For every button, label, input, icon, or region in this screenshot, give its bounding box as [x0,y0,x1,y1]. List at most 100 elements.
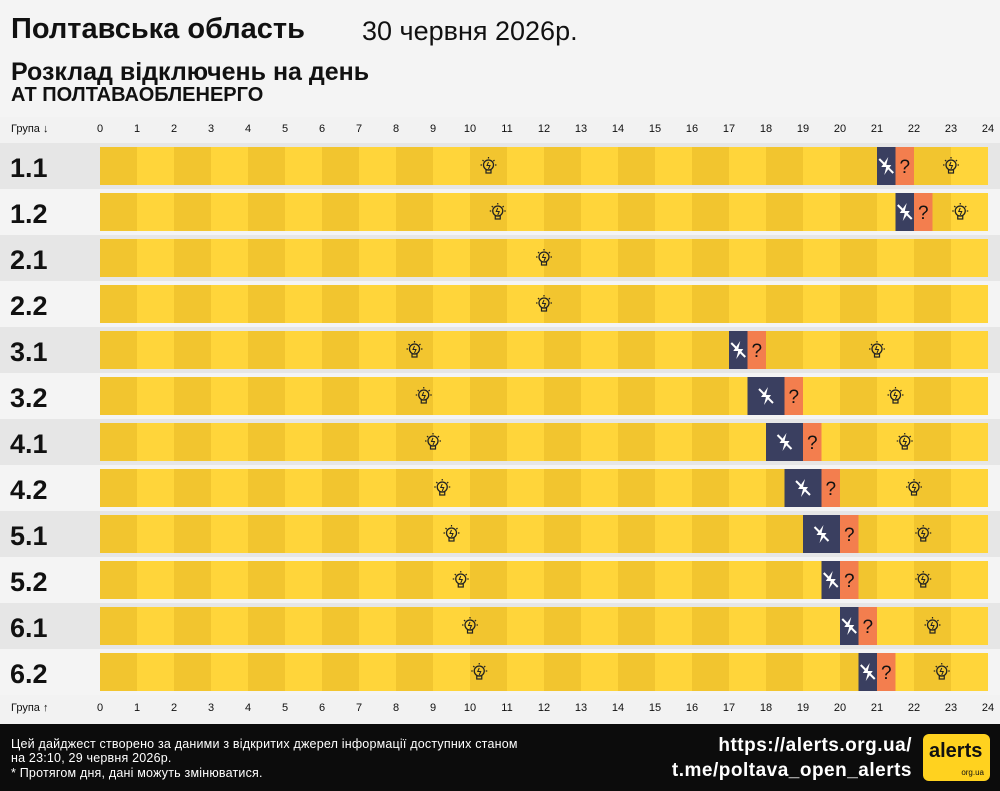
power-on-segment [914,653,951,691]
power-on-segment [359,377,396,415]
power-on-segment [729,469,766,507]
power-on-segment [211,285,248,323]
possible-outage-mark: ? [862,617,873,638]
power-on-segment [766,147,803,185]
header: Полтавська область 30 червня 2026р. Розк… [0,0,1000,117]
power-on-segment [137,607,174,645]
power-on-segment [803,377,840,415]
power-on-segment [507,377,544,415]
power-on-segment [951,239,988,277]
site-link[interactable]: https://alerts.org.ua/ [718,735,912,756]
power-on-segment [914,285,951,323]
power-on-segment [507,469,544,507]
power-on-segment [951,193,988,231]
power-on-segment [396,285,433,323]
light-bulb-icon [896,433,913,450]
power-on-segment [877,285,914,323]
power-on-segment [729,607,766,645]
possible-outage-segment [840,561,859,599]
group-row [0,327,1000,373]
hour-tick-top: 16 [686,123,698,135]
power-on-segment [692,331,729,369]
power-on-segment [322,515,359,553]
light-bulb-icon [887,387,904,404]
power-on-segment [877,561,914,599]
power-on-segment [507,193,544,231]
power-on-segment [951,423,988,461]
group-label: 1.1 [10,153,48,183]
power-on-segment [100,377,137,415]
power-on-segment [803,285,840,323]
power-on-segment [507,331,544,369]
possible-outage-segment [821,469,840,507]
power-on-segment [655,423,692,461]
power-on-segment [655,561,692,599]
power-on-segment [248,239,285,277]
group-label: 3.1 [10,337,48,367]
power-on-segment [877,423,914,461]
power-on-segment [174,423,211,461]
power-on-segment [322,147,359,185]
power-on-segment [655,285,692,323]
power-on-segment [248,285,285,323]
hour-tick-bottom: 16 [686,702,698,714]
power-on-segment [766,239,803,277]
power-on-segment [692,285,729,323]
power-on-segment [322,653,359,691]
power-on-segment [359,285,396,323]
hour-tick-top: 11 [501,123,512,135]
hour-tick-top: 12 [538,123,550,135]
power-on-segment [359,239,396,277]
power-off-icon [823,571,839,589]
power-on-segment [655,147,692,185]
power-on-segment [581,423,618,461]
disclaimer-note: * Протягом дня, дані можуть змінюватися. [11,766,263,780]
power-on-segment [322,469,359,507]
group-label: 3.2 [10,383,48,413]
power-off-icon [878,157,894,175]
power-on-segment [470,377,507,415]
power-on-segment [951,653,988,691]
hour-tick-bottom: 9 [430,702,436,714]
hour-tick-top: 14 [612,123,624,135]
power-off-icon [860,663,876,681]
power-on-segment [877,331,914,369]
power-on-segment [211,469,248,507]
power-on-segment [470,193,507,231]
power-on-segment [174,469,211,507]
power-on-segment [100,561,137,599]
power-on-segment [840,377,877,415]
power-on-segment [433,193,470,231]
power-on-segment [951,561,988,599]
power-on-segment [137,469,174,507]
power-on-segment [359,469,396,507]
power-on-segment [951,377,988,415]
power-on-segment [322,193,359,231]
group-row [0,189,1000,235]
power-on-segment [100,423,137,461]
power-on-segment [692,515,729,553]
power-on-segment [137,377,174,415]
possible-outage-mark: ? [751,341,762,362]
power-on-segment [211,561,248,599]
power-on-segment [396,423,433,461]
power-on-segment [803,147,840,185]
telegram-link[interactable]: t.me/poltava_open_alerts [671,760,912,781]
possible-outage-segment [877,653,896,691]
power-on-segment [174,653,211,691]
possible-outage-mark: ? [844,571,855,592]
power-on-segment [174,561,211,599]
power-on-segment [137,193,174,231]
hour-tick-top: 18 [760,123,772,135]
power-on-segment [174,147,211,185]
power-on-segment [211,423,248,461]
power-on-segment [470,239,507,277]
power-on-segment [211,239,248,277]
power-on-segment [618,285,655,323]
light-bulb-icon [924,617,941,634]
power-on-segment [729,239,766,277]
power-off-icon [730,341,746,359]
group-label: 2.2 [10,291,48,321]
power-on-segment [729,193,766,231]
power-on-segment [285,193,322,231]
